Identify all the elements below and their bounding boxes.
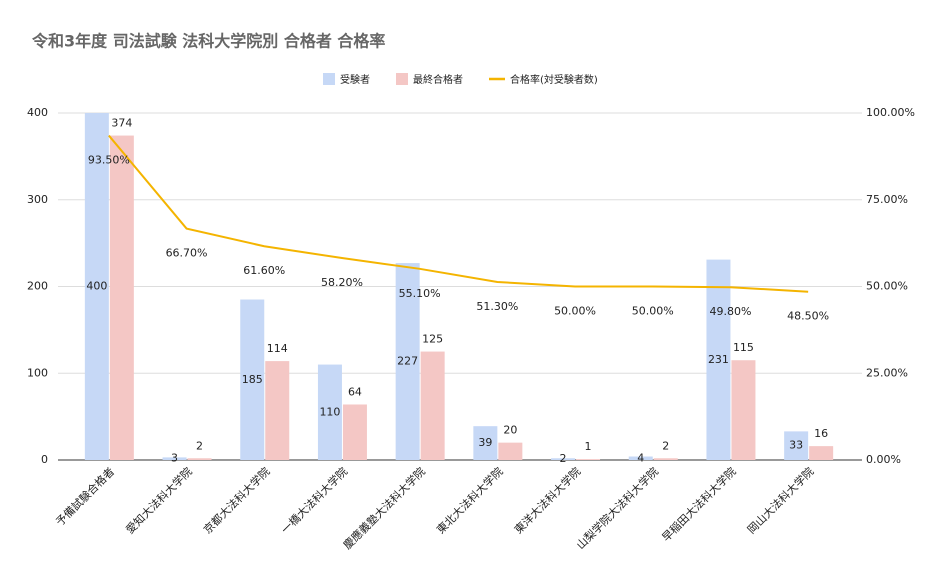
bar-label: 185 [242,373,263,386]
bar-label: 4 [637,451,644,464]
rate-label: 58.20% [321,276,363,289]
bar [240,299,265,460]
bar-label: 115 [733,341,754,354]
x-tick-label: 早稲田大法科大学院 [659,464,739,544]
bar-label: 231 [708,353,729,366]
bar [84,113,109,460]
bar-label: 1 [585,440,592,453]
bar-label: 64 [348,385,362,398]
rate-label: 51.30% [476,300,518,313]
legend-swatch [323,73,335,85]
y2-tick-label: 25.00% [866,366,908,379]
y2-tick-label: 75.00% [866,193,908,206]
bar-label: 114 [267,342,288,355]
x-tick-label: 一橋大法科大学院 [278,464,350,536]
x-tick-label: 京都大法科大学院 [200,464,272,536]
rate-label: 61.60% [243,264,285,277]
bar [551,458,576,460]
bar [395,263,420,460]
y-tick-label: 0 [41,453,48,466]
bar [653,458,678,460]
bar [473,426,498,460]
bar [706,259,731,460]
bar-label: 2 [196,439,203,452]
bar-label: 16 [814,427,828,440]
y-tick-label: 300 [27,193,48,206]
legend-swatch [396,73,408,85]
bar [420,351,445,460]
rate-label: 55.10% [399,287,441,300]
x-tick-label: 予備試験合格者 [53,464,117,528]
bar [784,431,809,460]
y2-tick-label: 100.00% [866,106,915,119]
bar-label: 20 [503,424,517,437]
legend-label: 受験者 [340,73,370,86]
y-tick-label: 200 [27,280,48,293]
legend-label: 最終合格者 [413,73,463,86]
rate-label: 48.50% [787,310,829,323]
bar-label: 110 [319,405,340,418]
bar-label: 33 [789,439,803,452]
bar [342,404,367,460]
bar-label: 125 [422,333,443,346]
bar [187,458,212,460]
bar [317,364,342,460]
y-tick-label: 400 [27,106,48,119]
y-tick-label: 100 [27,366,48,379]
rate-label: 50.00% [554,305,596,318]
x-tick-label: 山梨学院大法科大学院 [573,464,661,552]
bar-label: 2 [560,452,567,465]
legend-label: 合格率(対受験者数) [510,73,598,86]
bar-label: 227 [397,355,418,368]
x-tick-label: 東洋大法科大学院 [511,464,583,536]
x-tick-label: 愛知大法科大学院 [123,464,195,536]
y2-tick-label: 0.00% [866,453,901,466]
bar [109,135,134,460]
rate-label: 50.00% [632,305,674,318]
bar-label: 374 [111,117,132,130]
rate-label: 93.50% [88,154,130,167]
rate-label: 49.80% [709,305,751,318]
bar [731,360,756,460]
x-tick-label: 東北大法科大学院 [433,464,505,536]
bar [162,457,187,460]
rate-line [108,134,809,293]
bar [809,446,834,460]
y2-tick-label: 50.00% [866,280,908,293]
bar [498,442,523,460]
bar-label: 2 [662,439,669,452]
chart-title: 令和3年度 司法試験 法科大学院別 合格者 合格率 [31,32,385,51]
bar-label: 400 [86,280,107,293]
bar-label: 39 [478,436,492,449]
rate-label: 66.70% [166,247,208,260]
bar [265,361,290,460]
x-tick-label: 慶應義塾大法科大学院 [340,464,428,552]
bar [576,459,601,460]
bar [628,456,653,460]
bar-label: 3 [171,452,178,465]
x-tick-label: 岡山大法科大学院 [744,464,816,536]
